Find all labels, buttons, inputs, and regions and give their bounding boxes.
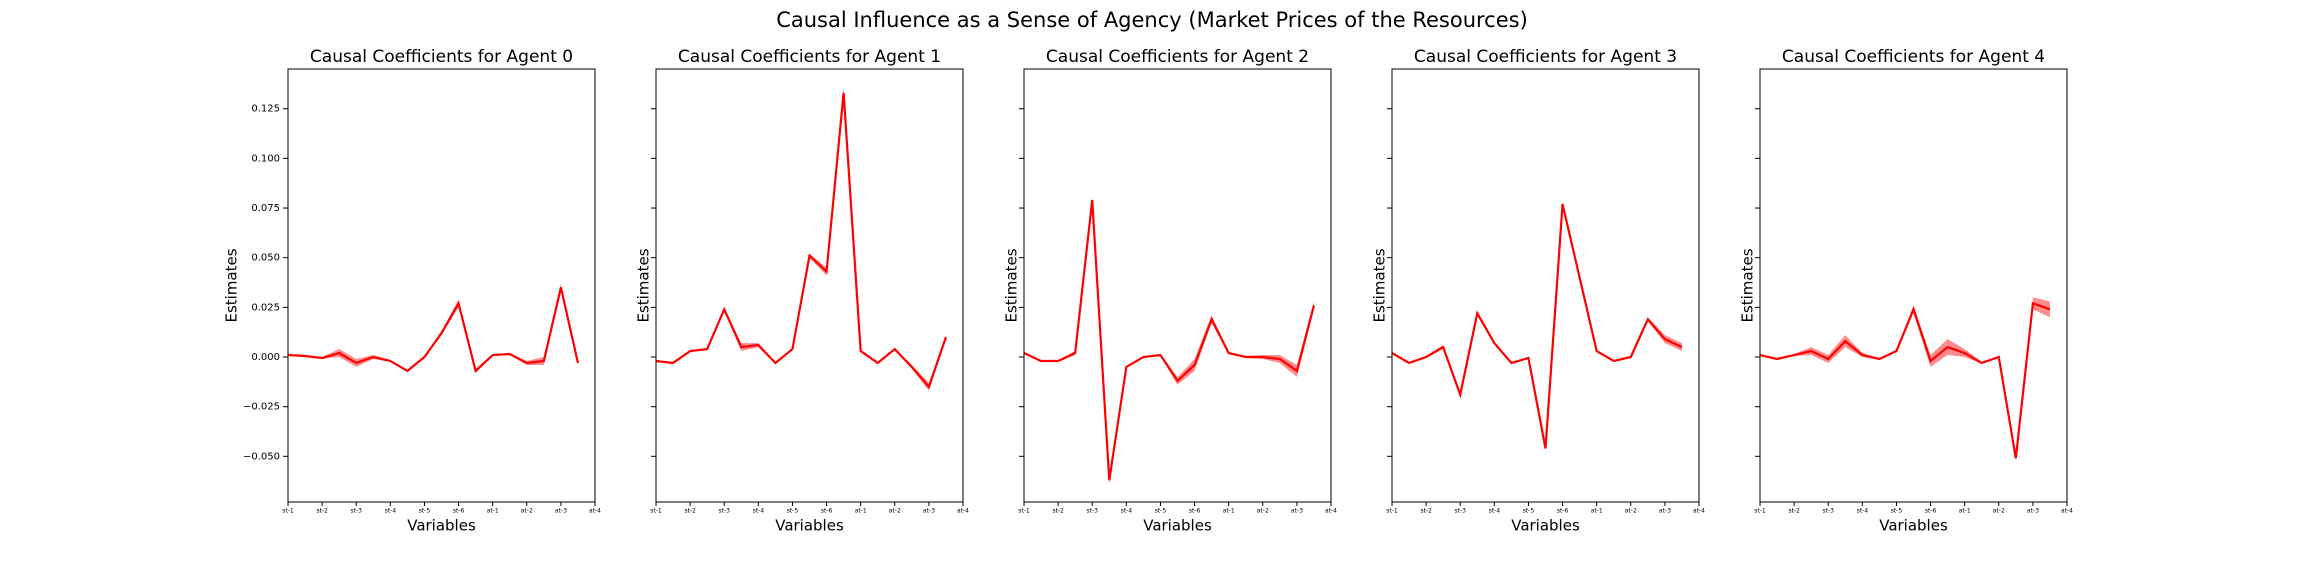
x-tick-label: st-2 [684,508,696,515]
x-tick-label: at-3 [2027,508,2039,515]
x-tick-label: st-3 [1454,508,1466,515]
subplot-title: Causal Coefficients for Agent 4 [1782,47,2045,67]
x-tick-label: st-6 [453,508,465,515]
x-tick-label: at-1 [1591,508,1603,515]
x-tick-label: st-2 [1420,508,1432,515]
subplot-title: Causal Coefficients for Agent 0 [310,47,573,67]
subplot-title: Causal Coefficients for Agent 2 [1046,47,1309,67]
x-tick-label: at-2 [1993,508,2005,515]
x-tick-label: st-2 [1052,508,1064,515]
y-tick-label: 0.075 [251,203,280,214]
axes-frame [1391,68,1700,503]
subplot-title: Causal Coefficients for Agent 3 [1414,47,1677,67]
x-tick-label: st-1 [1754,508,1766,515]
x-tick-label: at-3 [923,508,935,515]
y-tick-label: 0.000 [251,352,280,363]
x-tick-label: st-5 [787,508,799,515]
x-tick-label: st-6 [1925,508,1937,515]
x-tick-label: at-1 [1223,508,1235,515]
x-tick-label: at-3 [1291,508,1303,515]
x-tick-label: at-3 [1659,508,1671,515]
x-axis-label: Variables [407,517,476,535]
y-tick-label: 0.100 [251,153,280,164]
x-tick-label: at-2 [521,508,533,515]
subplot-title: Causal Coefficients for Agent 1 [678,47,941,67]
x-tick-label: st-1 [650,508,662,515]
y-tick-label: 0.050 [251,253,280,264]
series-line [1023,199,1316,481]
y-axis-label: Estimates [635,248,653,322]
axes-frame [1759,68,2068,503]
series-line [1391,203,1683,449]
x-tick-label: st-5 [419,508,431,515]
x-tick-label: st-5 [1523,508,1535,515]
x-tick-label: at-4 [2061,508,2073,515]
y-axis-label: Estimates [223,248,241,322]
x-tick-label: st-1 [282,508,294,515]
y-axis-label: Estimates [1371,248,1389,322]
x-tick-label: st-4 [753,508,765,515]
x-tick-label: st-6 [1557,508,1569,515]
x-tick-label: st-3 [1086,508,1098,515]
x-tick-label: at-2 [1257,508,1269,515]
x-tick-label: st-4 [1121,508,1133,515]
x-tick-label: st-2 [1788,508,1800,515]
x-tick-label: at-1 [1959,508,1971,515]
x-tick-label: st-2 [316,508,328,515]
x-tick-label: st-4 [1857,508,1869,515]
x-tick-label: st-6 [1189,508,1201,515]
y-tick-label: −0.025 [243,402,280,413]
x-axis-label: Variables [1879,517,1948,535]
x-tick-label: at-3 [555,508,567,515]
y-axis-label: Estimates [1739,248,1757,322]
x-tick-label: at-1 [487,508,499,515]
series-line [1759,301,2051,459]
x-tick-label: at-4 [1693,508,1705,515]
x-tick-label: at-4 [957,508,969,515]
series-line [287,287,580,373]
axes-frame [287,68,596,503]
x-tick-label: st-1 [1018,508,1030,515]
y-tick-label: 0.025 [251,302,280,313]
x-tick-label: st-5 [1891,508,1903,515]
x-tick-label: st-3 [718,508,730,515]
x-tick-label: at-1 [855,508,867,515]
y-tick-label: 0.125 [251,104,280,115]
x-tick-label: st-4 [385,508,397,515]
x-tick-label: st-6 [821,508,833,515]
x-tick-label: at-2 [889,508,901,515]
x-axis-label: Variables [775,517,844,535]
x-tick-label: st-5 [1155,508,1167,515]
x-tick-label: st-3 [350,508,362,515]
x-tick-label: st-3 [1822,508,1834,515]
axes-frame [1023,68,1332,503]
figure-title: Causal Influence as a Sense of Agency (M… [776,8,1528,32]
series-line [655,92,947,389]
y-tick-label: −0.050 [243,451,280,462]
x-tick-label: st-1 [1386,508,1398,515]
axes-frame [655,68,964,503]
x-tick-label: at-4 [589,508,601,515]
x-axis-label: Variables [1511,517,1580,535]
x-tick-label: at-4 [1325,508,1337,515]
y-axis-label: Estimates [1003,248,1021,322]
x-tick-label: st-4 [1489,508,1501,515]
x-axis-label: Variables [1143,517,1212,535]
x-tick-label: at-2 [1625,508,1637,515]
